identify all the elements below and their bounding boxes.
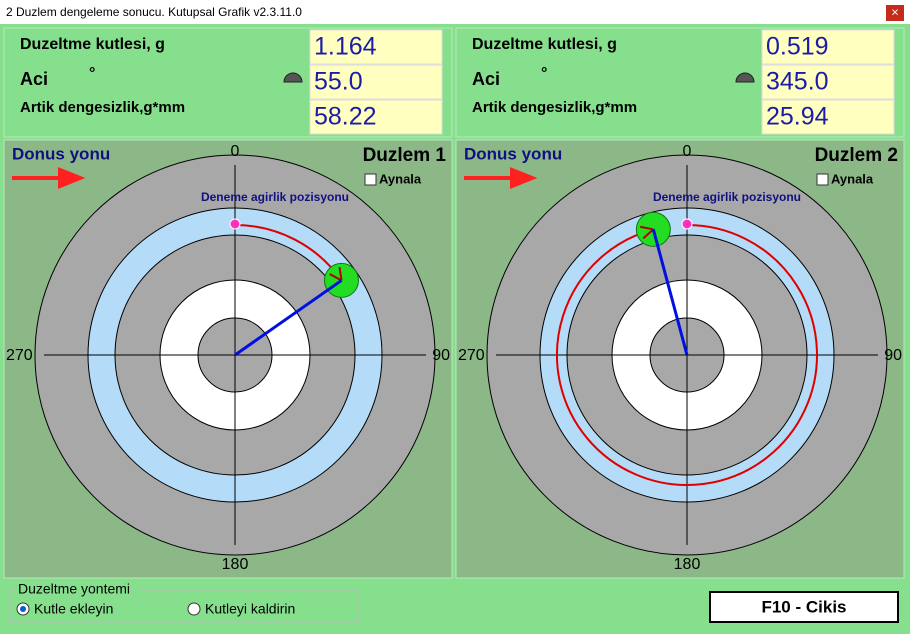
direction-arrow bbox=[464, 167, 538, 189]
angle-box bbox=[309, 64, 443, 100]
mass-label: Duzeltme kutlesi, g bbox=[20, 36, 165, 53]
mirror-checkbox[interactable] bbox=[816, 173, 829, 186]
window-title: 2 Duzlem dengeleme sonucu. Kutupsal Graf… bbox=[6, 5, 302, 19]
gauge-icon bbox=[283, 72, 303, 83]
axis-top: 0 bbox=[231, 143, 240, 160]
plane-label: Duzlem 1 bbox=[363, 145, 447, 166]
method-title: Duzeltme yontemi bbox=[18, 581, 130, 597]
axis-left: 270 bbox=[458, 347, 485, 364]
direction-arrow bbox=[12, 167, 86, 189]
method-title-bg bbox=[16, 582, 140, 596]
angle-label: Aci bbox=[20, 69, 48, 89]
axis-bottom: 180 bbox=[674, 556, 701, 573]
axis-right: 90 bbox=[884, 347, 902, 364]
residual-box bbox=[761, 99, 895, 135]
mirror-label[interactable]: Aynala bbox=[379, 171, 422, 186]
correction-vector bbox=[234, 279, 343, 357]
title-bar bbox=[0, 0, 910, 24]
angle-value: 345.0 bbox=[766, 68, 829, 96]
radio-add-label[interactable]: Kutle ekleyin bbox=[34, 601, 113, 617]
close-button[interactable] bbox=[886, 5, 904, 21]
exit-label[interactable]: F10 - Cikis bbox=[761, 597, 846, 616]
angle-value: 55.0 bbox=[314, 68, 363, 96]
arc-arrowhead bbox=[640, 225, 655, 240]
angle-label: Aci bbox=[472, 69, 500, 89]
mirror-checkbox[interactable] bbox=[364, 173, 377, 186]
degree-sign: ° bbox=[89, 65, 95, 82]
mass-value: 0.519 bbox=[766, 33, 829, 61]
axis-bottom: 180 bbox=[222, 556, 249, 573]
residual-label: Artik dengesizlik,g*mm bbox=[472, 99, 637, 116]
close-icon[interactable]: × bbox=[891, 4, 899, 19]
rotation-arc bbox=[556, 224, 818, 486]
residual-value: 25.94 bbox=[766, 103, 829, 131]
degree-sign: ° bbox=[541, 65, 547, 82]
mass-box bbox=[761, 29, 895, 65]
plane-label: Duzlem 2 bbox=[815, 145, 898, 166]
method-group bbox=[9, 589, 359, 624]
axis-right: 90 bbox=[432, 347, 450, 364]
radio-add-dot bbox=[20, 606, 26, 612]
arc-arrowhead bbox=[329, 267, 343, 282]
mass-box bbox=[309, 29, 443, 65]
mass-value: 1.164 bbox=[314, 33, 377, 61]
mirror-label[interactable]: Aynala bbox=[831, 171, 874, 186]
axis-top: 0 bbox=[683, 143, 692, 160]
trial-label: Deneme agirlik pozisyonu bbox=[201, 190, 349, 204]
residual-label: Artik dengesizlik,g*mm bbox=[20, 99, 185, 116]
residual-value: 58.22 bbox=[314, 103, 377, 131]
radio-remove-label[interactable]: Kutleyi kaldirin bbox=[205, 601, 295, 617]
angle-box bbox=[761, 64, 895, 100]
residual-box bbox=[309, 99, 443, 135]
exit-button[interactable] bbox=[709, 591, 899, 623]
correction-vector bbox=[651, 229, 689, 356]
mass-label: Duzeltme kutlesi, g bbox=[472, 36, 617, 53]
radio-remove[interactable] bbox=[187, 602, 201, 616]
trial-label: Deneme agirlik pozisyonu bbox=[653, 190, 801, 204]
direction-label: Donus yonu bbox=[464, 144, 562, 163]
trial-position bbox=[681, 218, 693, 230]
trial-position bbox=[229, 218, 241, 230]
gauge-icon bbox=[735, 72, 755, 83]
direction-label: Donus yonu bbox=[12, 144, 110, 163]
axis-left: 270 bbox=[6, 347, 33, 364]
